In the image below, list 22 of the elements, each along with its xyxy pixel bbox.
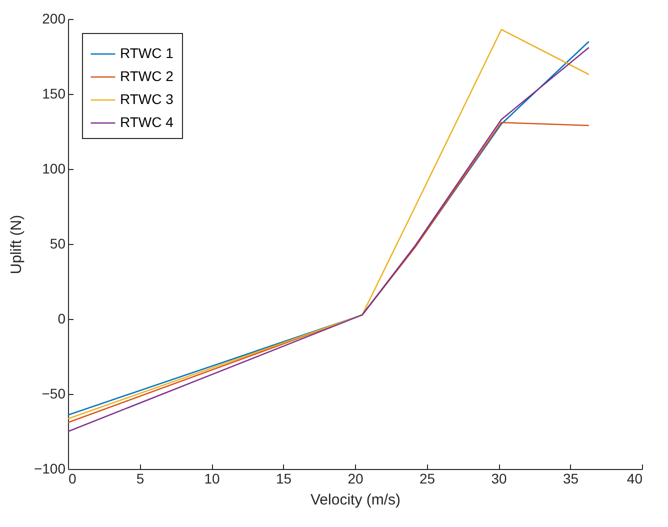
y-tick-label: −100 — [34, 460, 66, 476]
y-tick-label: 100 — [42, 160, 66, 176]
x-tick-label: 0 — [68, 470, 76, 486]
legend-label: RTWC 1 — [120, 45, 174, 61]
legend-label: RTWC 2 — [120, 68, 174, 84]
x-tick-label: 15 — [276, 470, 292, 486]
legend-label: RTWC 3 — [120, 91, 174, 107]
y-tick-label: 200 — [42, 10, 66, 26]
x-tick-label: 10 — [204, 470, 220, 486]
x-tick-label: 35 — [562, 470, 579, 486]
y-tick-label: 150 — [42, 86, 66, 102]
x-tick-label: 25 — [419, 470, 436, 486]
y-tick-label: −50 — [42, 386, 66, 402]
x-tick-label: 30 — [491, 470, 507, 486]
legend-label: RTWC 4 — [120, 114, 174, 130]
y-axis-title: Uplift (N) — [8, 214, 25, 274]
x-axis-title: Velocity (m/s) — [310, 492, 401, 508]
y-tick-label: 50 — [50, 236, 66, 252]
x-tick-label: 20 — [348, 470, 364, 486]
x-tick-label: 5 — [136, 470, 144, 486]
y-tick-label: 0 — [58, 310, 66, 326]
x-tick-label: 40 — [626, 470, 643, 486]
